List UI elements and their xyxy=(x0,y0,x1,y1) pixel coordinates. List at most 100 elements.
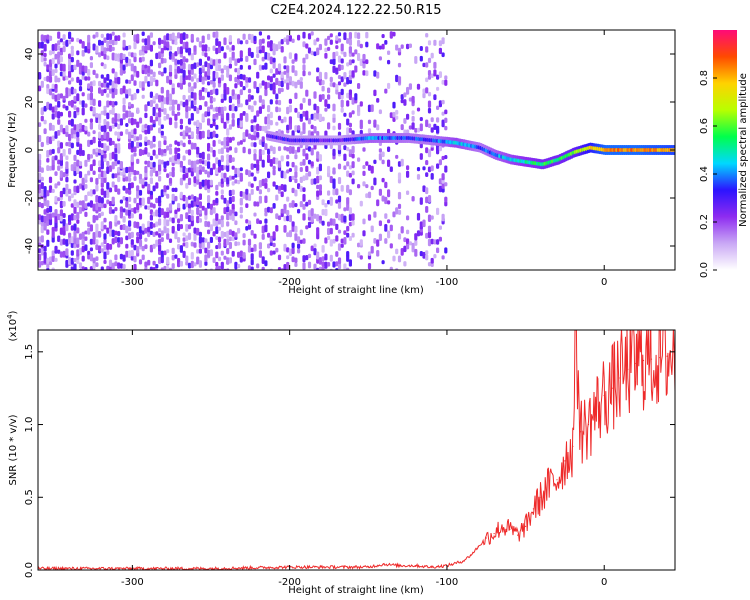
spectrogram-cell xyxy=(324,99,328,108)
spectrogram-cell xyxy=(174,154,178,161)
spectrogram-cell xyxy=(209,104,213,110)
spectrogram-cell xyxy=(286,196,290,202)
spectrogram-cell xyxy=(103,190,107,198)
spectrogram-cell xyxy=(106,112,110,120)
spectrogram-cell xyxy=(136,70,140,78)
spectrogram-cell xyxy=(277,160,282,168)
spectrogram-cell xyxy=(185,260,189,266)
spectrogram-cell xyxy=(234,58,238,66)
spectrogram-cell xyxy=(215,38,219,47)
spectrogram-cell xyxy=(73,243,77,249)
spectrogram-cell xyxy=(160,230,164,236)
spectrogram-cell xyxy=(318,154,322,162)
spectrogram-cell xyxy=(373,89,377,97)
spectrogram-cell xyxy=(51,113,55,120)
spectrogram-cell xyxy=(87,76,91,81)
spectrogram-cell xyxy=(103,170,107,179)
spectrogram-cell xyxy=(365,59,369,65)
x-tick-label: -100 xyxy=(436,277,459,288)
spectrogram-cell xyxy=(152,135,156,142)
spectrogram-cell xyxy=(291,65,295,73)
spectrogram-cell xyxy=(308,270,311,276)
spectrogram-cell xyxy=(288,52,292,59)
spectrogram-cell xyxy=(277,99,282,106)
spectrogram-cell xyxy=(166,95,170,103)
spectrogram-cell xyxy=(81,41,85,49)
spectrogram-cell xyxy=(226,45,230,50)
spectrogram-cell xyxy=(242,146,246,154)
spectrogram-cell xyxy=(425,119,429,128)
spectrogram-cell xyxy=(187,203,192,209)
spectrogram-cell xyxy=(190,215,194,221)
spectrogram-cell xyxy=(237,58,241,64)
spectrogram-cell xyxy=(343,51,347,58)
snr-point xyxy=(627,368,629,370)
spectrogram-cell xyxy=(269,56,273,65)
spectrogram-cell xyxy=(76,93,80,102)
spectrogram-cell xyxy=(215,106,219,112)
spectrogram-cell xyxy=(89,98,93,106)
spectrogram-cell xyxy=(122,39,126,48)
spectrogram-cell xyxy=(277,63,282,72)
spectrogram-cell xyxy=(111,209,115,214)
spectrogram-cell xyxy=(103,203,107,209)
spectrogram-cell xyxy=(318,257,322,265)
spectrogram-cell xyxy=(62,250,66,258)
spectrogram-cell xyxy=(237,227,241,234)
spectrogram-cell xyxy=(171,105,175,111)
spectrogram-cell xyxy=(277,267,282,270)
spectrogram-cell xyxy=(269,76,273,83)
spectrogram-cell xyxy=(196,249,200,254)
spectrogram-cell xyxy=(171,193,175,201)
spectrogram-cell xyxy=(269,99,273,105)
spectrogram-cell xyxy=(209,209,213,216)
spectrogram-cell xyxy=(78,123,83,129)
spectrogram-cell xyxy=(103,124,107,133)
spectrogram-cell xyxy=(299,176,303,183)
spectrogram-cell xyxy=(149,266,153,270)
spectrogram-cell xyxy=(108,165,113,173)
y-tick-label: -40 xyxy=(24,238,35,254)
spectrogram-cell xyxy=(316,67,320,73)
spectrogram-cell xyxy=(103,53,107,60)
spectrogram-cell xyxy=(288,202,292,208)
spectrogram-cell xyxy=(38,253,42,261)
spectrogram-cell xyxy=(318,71,322,80)
spectrogram-cell xyxy=(337,200,342,209)
spectrogram-cell xyxy=(239,140,243,145)
spectrogram-cell xyxy=(288,146,292,154)
spectrogram-cell xyxy=(89,92,93,101)
spectrogram-cell xyxy=(81,150,85,157)
spectrogram-cell xyxy=(294,178,298,184)
spectrogram-cell xyxy=(163,45,167,51)
spectrogram-cell xyxy=(179,75,183,84)
spectrogram-cell xyxy=(193,160,197,168)
spectrogram-cell xyxy=(179,140,183,146)
spectrogram-cell xyxy=(337,214,342,221)
spectrogram-cell xyxy=(444,155,448,160)
spectrogram-cell xyxy=(187,215,192,223)
spectrogram-cell xyxy=(318,43,322,51)
spectrogram-cell xyxy=(68,53,72,60)
spectrogram-cell xyxy=(198,105,202,111)
snr-panel: -300 -200 -100 0 0.00.51.01.5 Height of str… xyxy=(6,310,676,596)
spectrogram-cell xyxy=(414,233,418,241)
spectrogram-cell xyxy=(327,35,331,41)
spectrogram-cell xyxy=(158,163,162,172)
spectrogram-cell xyxy=(119,263,123,269)
spectrogram-cell xyxy=(62,218,66,227)
colorbar-label: Normalized spectral amplitude xyxy=(738,73,749,227)
spectrogram-cell xyxy=(166,185,170,190)
spectrogram-cell xyxy=(87,191,91,196)
spectrogram-cell xyxy=(228,209,232,216)
spectrogram-cell xyxy=(337,91,342,100)
spectrogram-cell xyxy=(261,45,265,54)
spectrogram-cell xyxy=(185,212,189,220)
spectrogram-cell xyxy=(38,134,42,143)
spectrogram-cell xyxy=(327,46,331,52)
spectrogram-cell xyxy=(193,99,197,106)
spectrogram-cell xyxy=(46,165,50,171)
spectrogram-cell xyxy=(307,261,312,269)
spectrogram-cell xyxy=(324,253,328,261)
spectrogram-cell xyxy=(337,38,342,43)
